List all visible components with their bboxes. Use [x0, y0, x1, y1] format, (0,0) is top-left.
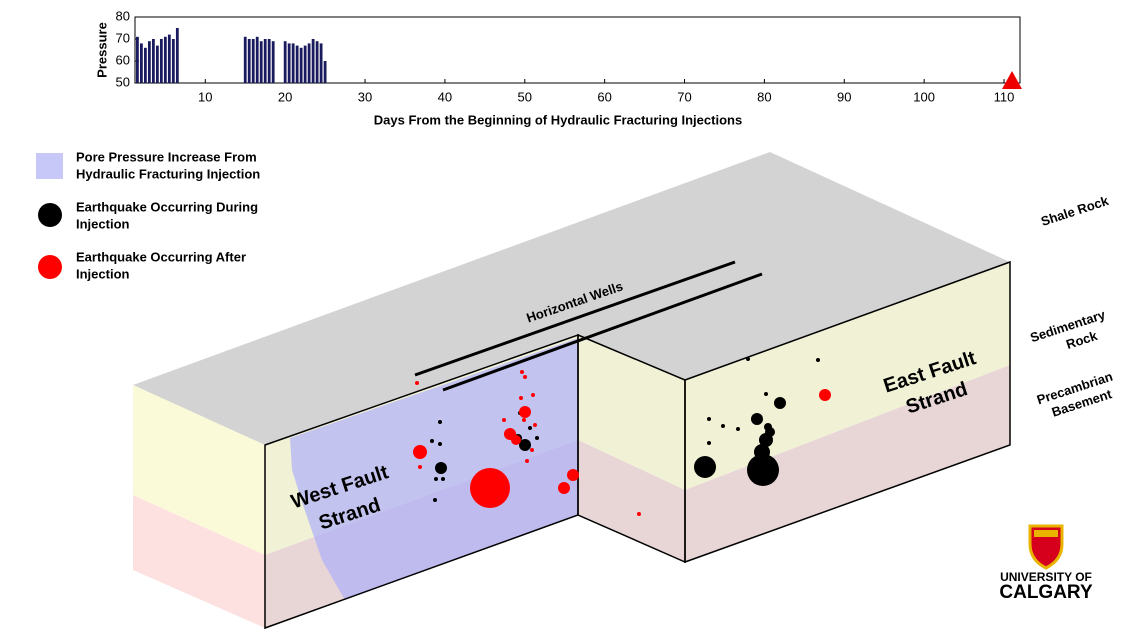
- bar: [323, 61, 327, 83]
- pore-pressure-zone: [290, 338, 578, 600]
- bar: [299, 47, 303, 83]
- legend-swatch: [38, 255, 62, 279]
- legend-text: Injection: [76, 216, 130, 231]
- layer-label: Shale Rock: [1039, 193, 1111, 229]
- bar: [163, 36, 167, 83]
- legend-text: Earthquake Occurring After: [76, 249, 246, 264]
- step-basement: [578, 440, 685, 562]
- bar: [155, 45, 159, 83]
- bar: [151, 39, 155, 83]
- bar: [247, 39, 251, 83]
- bar: [159, 39, 163, 83]
- y-tick-label: 60: [116, 52, 130, 67]
- bar: [243, 36, 247, 83]
- x-axis-label: Days From the Beginning of Hydraulic Fra…: [374, 112, 742, 127]
- bar: [259, 41, 263, 83]
- x-tick-label: 40: [438, 89, 452, 104]
- legend-text: Earthquake Occurring During: [76, 199, 258, 214]
- logo-text: UNIVERSITY OF: [1000, 570, 1092, 584]
- bar: [283, 41, 287, 83]
- bar: [271, 41, 275, 83]
- bar: [291, 43, 295, 83]
- bar: [267, 39, 271, 83]
- y-tick-label: 70: [116, 30, 130, 45]
- logo: UNIVERSITY OF CALGARY: [999, 524, 1093, 603]
- east-basement: [685, 365, 1010, 562]
- legend-text: Pore Pressure Increase From: [76, 149, 257, 164]
- bar: [175, 28, 179, 83]
- bar: [319, 43, 323, 83]
- plot-frame: [134, 16, 1021, 84]
- pressure-chart: Pressure Days From the Beginning of Hydr…: [94, 8, 1023, 127]
- bar: [307, 43, 311, 83]
- x-tick-label: 50: [518, 89, 532, 104]
- bar: [251, 39, 255, 83]
- x-tick-label: 30: [358, 89, 372, 104]
- step-sediment: [578, 335, 685, 490]
- bar: [255, 36, 259, 83]
- legend-text: Injection: [76, 266, 130, 281]
- quakes-after: [413, 370, 831, 516]
- bar: [135, 36, 139, 83]
- well: [414, 260, 736, 377]
- logo-band: [1034, 530, 1058, 537]
- bar: [311, 39, 315, 83]
- top-face: [133, 152, 1010, 445]
- legend-text: Hydraulic Fracturing Injection: [76, 166, 260, 181]
- well: [442, 272, 763, 392]
- bar: [139, 43, 143, 83]
- bar: [315, 41, 319, 83]
- y-tick-label: 80: [116, 8, 130, 23]
- y-axis-label: Pressure: [94, 22, 109, 78]
- time-marker: [1002, 71, 1023, 89]
- x-tick-label: 110: [994, 89, 1015, 104]
- x-tick-label: 80: [757, 89, 771, 104]
- legend-swatch: [38, 203, 62, 227]
- y-tick-label: 50: [116, 74, 130, 89]
- bar: [147, 41, 151, 83]
- left-basement: [133, 495, 265, 628]
- bar: [263, 39, 267, 83]
- bar: [171, 39, 175, 83]
- x-tick-label: 60: [597, 89, 611, 104]
- bar: [167, 34, 171, 83]
- x-tick-label: 20: [278, 89, 292, 104]
- bar: [143, 47, 147, 83]
- bar: [287, 43, 291, 83]
- left-sediment: [133, 385, 265, 555]
- bar: [295, 45, 299, 83]
- east-outline: [684, 260, 1011, 564]
- block: [133, 152, 1011, 630]
- x-tick-label: 100: [913, 89, 935, 104]
- x-tick-label: 70: [677, 89, 691, 104]
- legend-swatch: [36, 153, 63, 179]
- x-tick-label: 90: [837, 89, 851, 104]
- bar: [303, 45, 307, 83]
- logo-text: CALGARY: [999, 582, 1093, 603]
- legend: Pore Pressure Increase From Hydraulic Fr…: [36, 149, 260, 281]
- x-tick-label: 10: [198, 89, 212, 104]
